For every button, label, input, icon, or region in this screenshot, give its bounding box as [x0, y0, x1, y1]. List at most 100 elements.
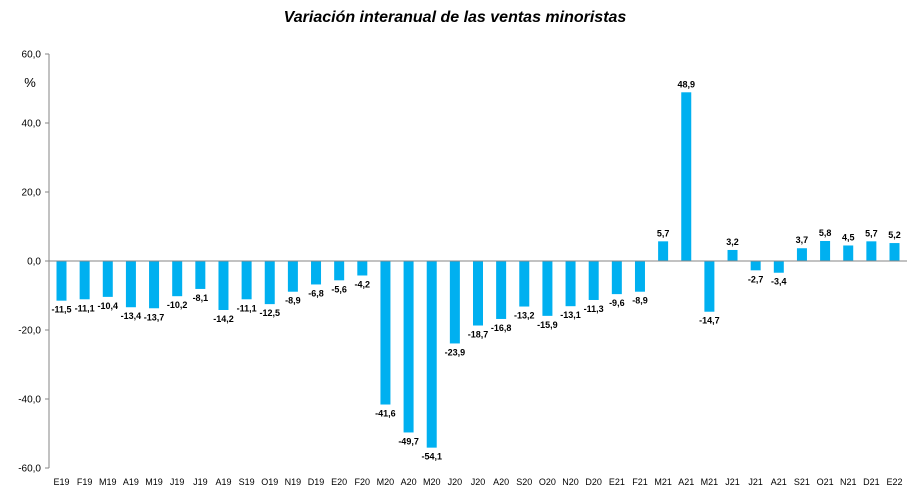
data-label: -12,5 [259, 308, 280, 318]
data-label: -8,9 [632, 296, 648, 306]
bar [449, 261, 460, 344]
data-label: -3,4 [771, 277, 787, 287]
x-tick-label: J19 [170, 477, 185, 487]
y-tick-label: -20,0 [18, 326, 41, 337]
data-labels: -11,5 -11,1 -10,4-13,4 -13,7-10,2-8,1-14,2-… [51, 79, 900, 461]
bar [357, 261, 368, 276]
x-tick-label: E19 [53, 477, 69, 487]
data-label: -11,5 [51, 305, 71, 315]
bar [796, 248, 807, 261]
x-tick-label: N20 [562, 477, 579, 487]
data-label: 5,2 [888, 230, 901, 240]
data-label: -10,4 [98, 301, 119, 311]
bar [634, 261, 645, 292]
bar [56, 261, 67, 301]
data-label: -8,1 [193, 293, 209, 303]
x-tick-label: J20 [471, 477, 486, 487]
bar [426, 261, 437, 448]
bar [172, 261, 183, 297]
x-tick-label: M21 [654, 477, 672, 487]
x-tick-label: M19 [99, 477, 117, 487]
data-label: 5,7 [657, 228, 670, 238]
x-tick-label: E22 [886, 477, 902, 487]
x-tick-label: S21 [794, 477, 810, 487]
data-label: -10,2 [167, 300, 188, 310]
x-tick-label: J20 [448, 477, 463, 487]
x-tick-label: A19 [123, 477, 139, 487]
bar-series [56, 92, 900, 448]
data-label: -11,1 [75, 303, 95, 313]
x-tick-label: D19 [308, 477, 325, 487]
bar [287, 261, 298, 292]
x-tick-label: A20 [401, 477, 417, 487]
y-tick-label: 0,0 [27, 257, 41, 268]
x-tick-label: F20 [355, 477, 371, 487]
data-label: -13,7 [144, 312, 165, 322]
data-label: -6,8 [308, 288, 324, 298]
x-tick-label: M19 [145, 477, 163, 487]
bar [79, 261, 90, 300]
data-label: -13,1 [560, 310, 581, 320]
x-tick-label: S19 [239, 477, 255, 487]
y-axis-unit-label: % [24, 75, 36, 90]
bar [750, 261, 761, 271]
x-tick-label: J21 [748, 477, 763, 487]
y-tick-label: 60,0 [22, 50, 42, 61]
bar [334, 261, 345, 281]
bar [496, 261, 507, 319]
data-label: -11,1 [237, 303, 257, 313]
y-tick-label: 20,0 [22, 188, 42, 199]
x-tick-label: M20 [377, 477, 395, 487]
x-tick-label: M20 [423, 477, 441, 487]
y-tick-label: 40,0 [22, 119, 42, 130]
bar [866, 241, 877, 261]
y-axis-ticks: 60,0 40,0 20,0 0,0 -20,0 -40,0 -60,0 [18, 50, 49, 475]
data-label: -54,1 [421, 452, 442, 462]
x-tick-label: D21 [863, 477, 880, 487]
x-tick-label: F21 [632, 477, 648, 487]
bar [542, 261, 553, 316]
bar [843, 245, 854, 261]
bar [218, 261, 229, 310]
data-label: 3,7 [796, 235, 809, 245]
chart-title: Variación interanual de las ventas minor… [284, 9, 627, 26]
bar [102, 261, 113, 297]
data-label: -23,9 [445, 347, 466, 357]
bar [403, 261, 414, 433]
bar [889, 243, 900, 261]
data-label: -13,4 [121, 311, 142, 321]
bar [727, 249, 738, 261]
data-label: -9,6 [609, 298, 625, 308]
x-axis-ticks: E19 F19 M19 A19 M19 J19 J19 A19 S19 O19 N19 D19 E20 F… [53, 477, 902, 487]
bar [195, 261, 206, 289]
bar [681, 92, 692, 261]
x-tick-label: N19 [285, 477, 302, 487]
bar [611, 261, 622, 295]
data-label: -11,3 [584, 304, 604, 314]
x-tick-label: S20 [516, 477, 532, 487]
data-label: -13,2 [514, 311, 535, 321]
data-label: 5,8 [819, 228, 832, 238]
x-tick-label: M21 [701, 477, 719, 487]
data-label: -14,2 [213, 314, 234, 324]
x-tick-label: J19 [193, 477, 208, 487]
data-label: -4,2 [355, 279, 371, 289]
bar [773, 261, 784, 273]
data-label: -16,8 [491, 323, 512, 333]
data-label: 48,9 [677, 79, 695, 89]
x-tick-label: A21 [771, 477, 787, 487]
data-label: 5,7 [865, 228, 878, 238]
bar [658, 241, 669, 261]
x-tick-label: O20 [539, 477, 556, 487]
x-tick-label: J21 [725, 477, 740, 487]
bar [588, 261, 599, 300]
data-label: 3,2 [726, 237, 739, 247]
x-tick-label: A21 [678, 477, 694, 487]
x-tick-label: E20 [331, 477, 347, 487]
bar [311, 261, 322, 285]
x-tick-label: A19 [215, 477, 231, 487]
x-tick-label: O21 [817, 477, 834, 487]
bar [125, 261, 136, 308]
bar [264, 261, 275, 305]
